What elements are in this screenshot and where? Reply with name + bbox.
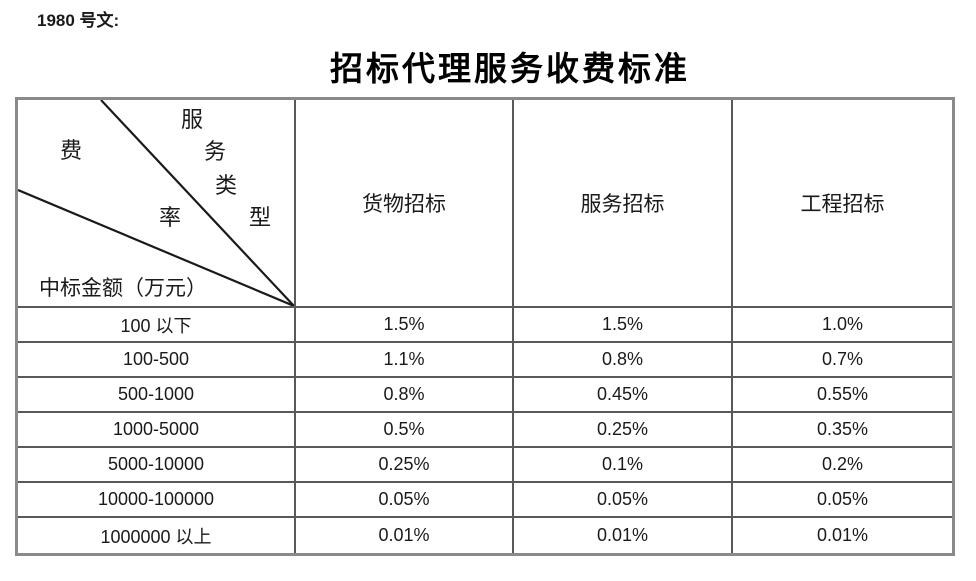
rate-cell: 0.01% [514, 518, 733, 553]
page-title: 招标代理服务收费标准 [330, 52, 690, 88]
corner-label-rate-char: 费 [60, 138, 83, 163]
corner-label-service-char: 型 [249, 205, 272, 230]
rate-cell: 1.5% [514, 308, 733, 343]
rate-cell: 1.5% [296, 308, 514, 343]
row-label: 1000-5000 [18, 413, 296, 448]
rate-cell: 0.05% [733, 483, 952, 518]
rate-cell: 0.2% [733, 448, 952, 483]
rate-cell: 0.55% [733, 378, 952, 413]
rate-cell: 0.8% [296, 378, 514, 413]
rate-cell: 0.7% [733, 343, 952, 378]
row-label: 100 以下 [18, 308, 296, 343]
rate-cell: 0.25% [514, 413, 733, 448]
rate-cell: 1.0% [733, 308, 952, 343]
corner-label-service-char: 务 [204, 139, 227, 164]
corner-amount-label: 中标金额（万元） [39, 276, 207, 300]
row-label: 5000-10000 [18, 448, 296, 483]
corner-label-rate-char: 率 [159, 205, 182, 230]
row-label: 500-1000 [18, 378, 296, 413]
column-header-goods: 货物招标 [296, 100, 514, 308]
rate-cell: 1.1% [296, 343, 514, 378]
rate-cell: 0.01% [296, 518, 514, 553]
corner-header-cell: 服 务 类 型 费 率 中标金额（万元） [18, 100, 296, 308]
rate-cell: 0.05% [296, 483, 514, 518]
rate-cell: 0.45% [514, 378, 733, 413]
diagonal-divider-lines [18, 100, 294, 306]
fee-table: 服 务 类 型 费 率 中标金额（万元） 货物招标 服务招标 工程招标 100 … [15, 97, 955, 556]
corner-label-service-char: 服 [181, 107, 204, 132]
doc-number: 1980 号文: [37, 11, 120, 30]
rate-cell: 0.01% [816, 525, 869, 545]
rate-cell: 0.8% [514, 343, 733, 378]
row-label: 100-500 [18, 343, 296, 378]
row-label: 10000-100000 [18, 483, 296, 518]
rate-cell: 0.1% [514, 448, 733, 483]
rate-cell: 0.35% [733, 413, 952, 448]
column-header-engineering: 工程招标 [733, 100, 952, 308]
column-header-services: 服务招标 [514, 100, 733, 308]
rate-cell: 0.05% [514, 483, 733, 518]
row-label: 1000000 以上 [18, 518, 296, 553]
rate-cell: 0.25% [296, 448, 514, 483]
rate-cell: 0.5% [296, 413, 514, 448]
corner-label-service-char: 类 [215, 173, 238, 198]
